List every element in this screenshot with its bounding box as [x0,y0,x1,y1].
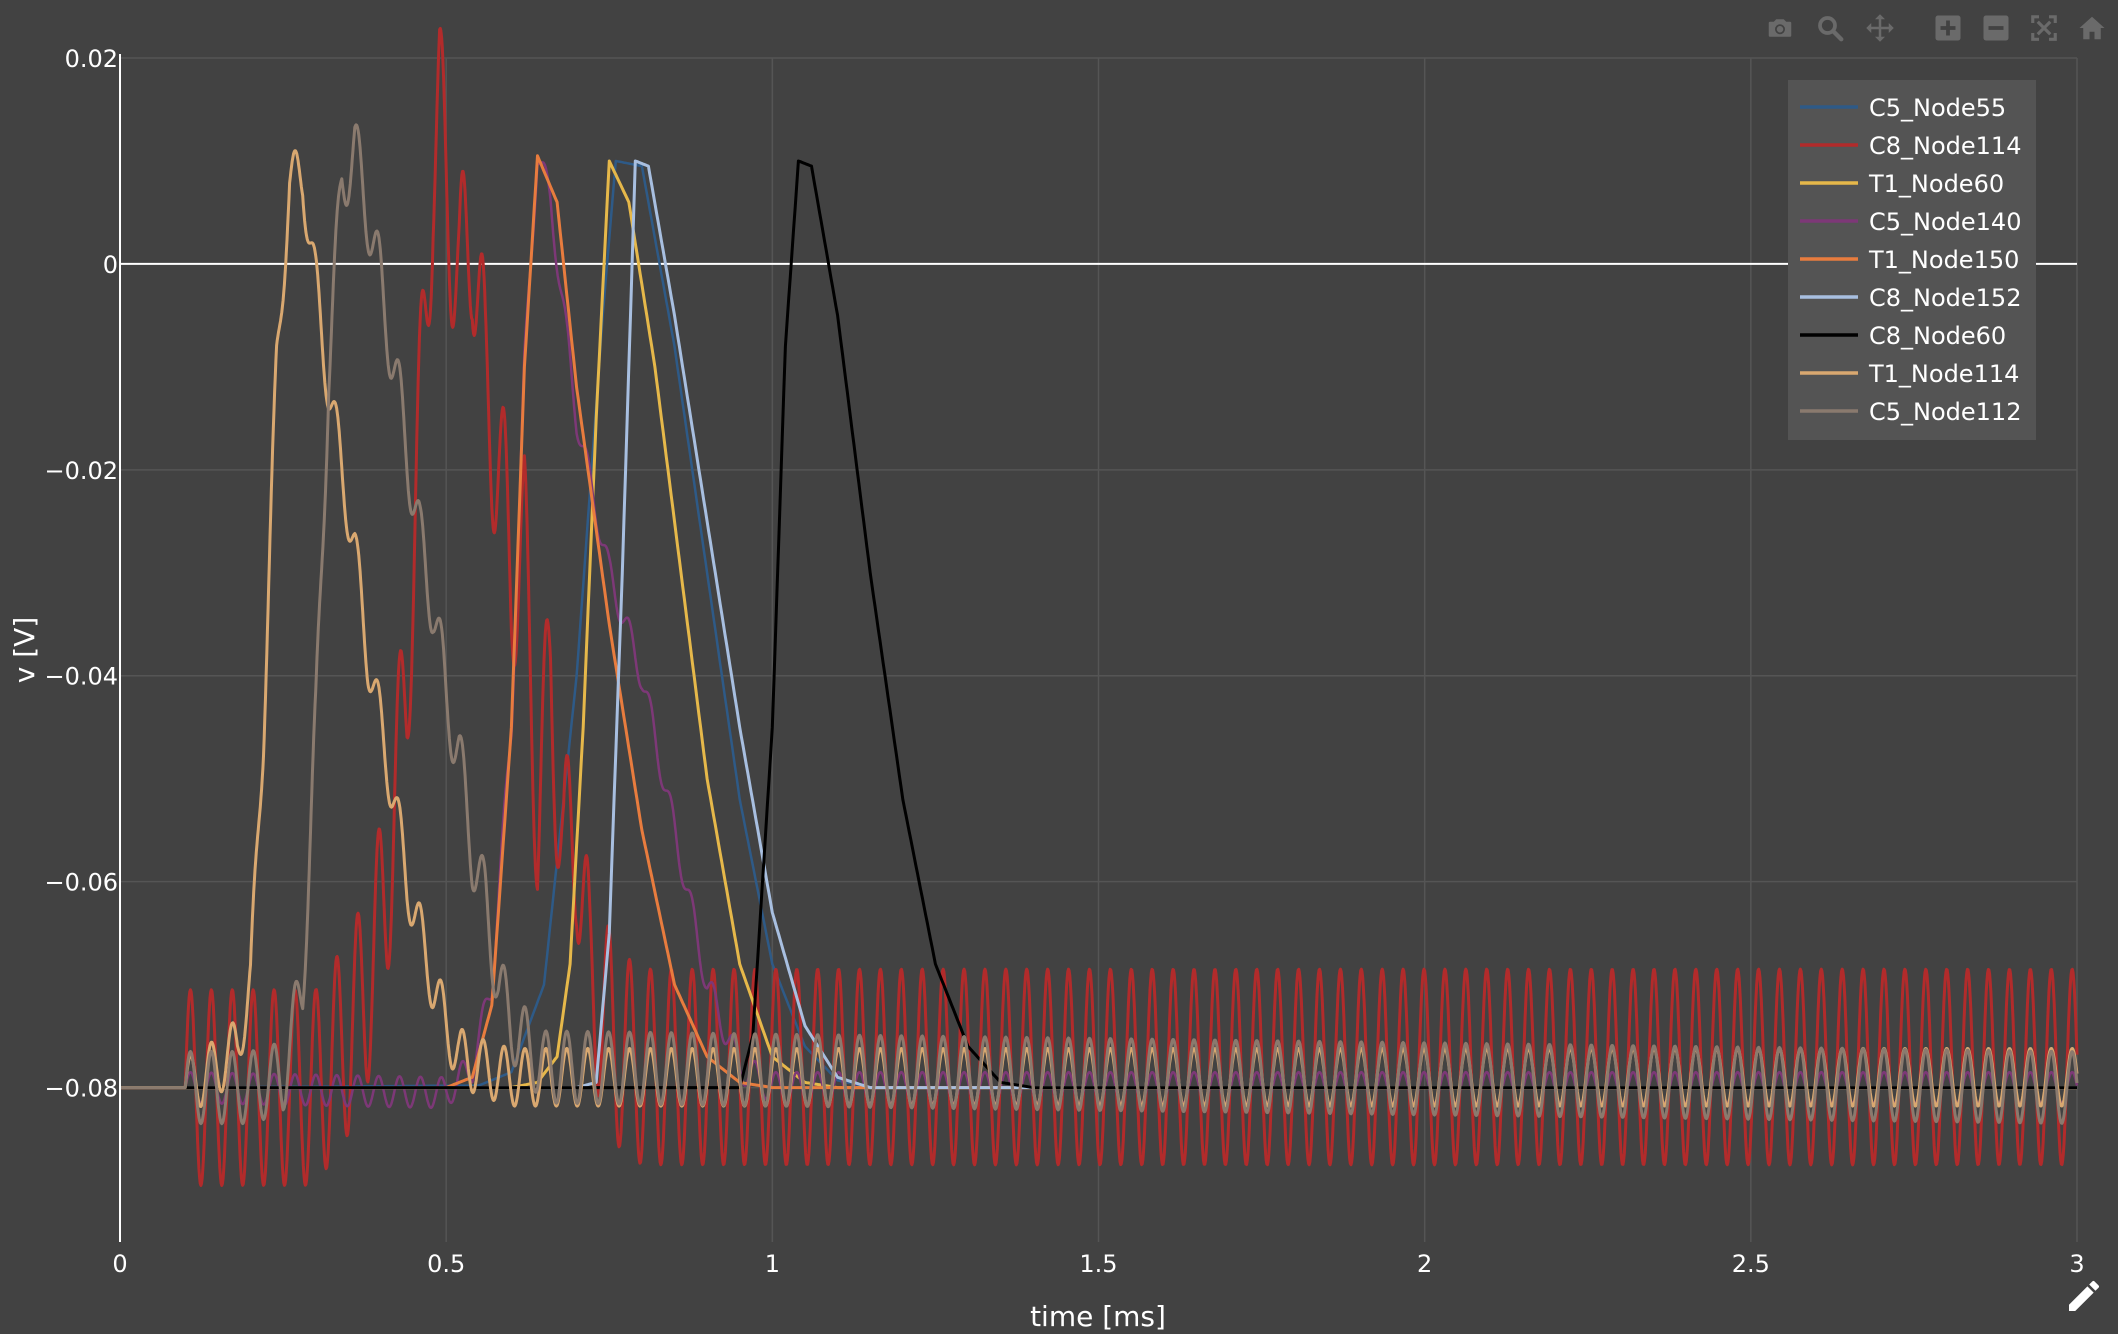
legend-item[interactable]: C5_Node140 [1800,208,2021,236]
y-tick-label: 0 [103,251,118,279]
x-tick-label: 2.5 [1732,1250,1770,1278]
y-tick-label: −0.08 [44,1075,118,1103]
zoom-out-icon[interactable] [1976,8,2016,48]
pan-icon[interactable] [1860,8,1900,48]
y-tick-label: −0.06 [44,869,118,897]
legend-item[interactable]: C8_Node60 [1800,322,2006,350]
camera-icon[interactable] [1760,8,1800,48]
legend-label: T1_Node150 [1868,246,2019,274]
legend-label: C8_Node60 [1869,322,2006,350]
legend-item[interactable]: C8_Node152 [1800,284,2021,312]
y-tick-label: −0.04 [44,663,118,691]
pencil-icon[interactable] [2064,1276,2104,1316]
legend-item[interactable]: C8_Node114 [1800,132,2021,160]
legend-label: C5_Node112 [1869,398,2021,426]
x-tick-label: 1 [765,1250,780,1278]
autoscale-icon[interactable] [2024,8,2064,48]
legend-item[interactable]: C5_Node55 [1800,94,2006,122]
x-tick-label: 2 [1417,1250,1432,1278]
x-tick-labels: 0 0.5 1 1.5 2 2.5 3 [112,1250,2084,1278]
series-line-c5-node112[interactable] [119,123,2079,1126]
series-lines [119,26,2079,1187]
y-tick-labels: 0.02 0 −0.02 −0.04 −0.06 −0.08 [44,45,118,1103]
y-tick-label: −0.02 [44,457,118,485]
reset-axes-icon[interactable] [2072,8,2112,48]
legend-label: C5_Node55 [1869,94,2006,122]
y-tick-label: 0.02 [65,45,118,73]
legend-label: T1_Node114 [1868,360,2019,388]
legend-label: C5_Node140 [1869,208,2021,236]
zoom-in-icon[interactable] [1928,8,1968,48]
legend-item[interactable]: T1_Node114 [1800,360,2019,388]
x-tick-label: 0.5 [427,1250,465,1278]
legend-item[interactable]: T1_Node150 [1800,246,2019,274]
zoom-icon[interactable] [1810,8,1850,48]
x-axis-title: time [ms] [1030,1300,1166,1333]
legend-item[interactable]: C5_Node112 [1800,398,2021,426]
x-tick-label: 0 [112,1250,127,1278]
modebar [1760,8,2112,48]
legend-label: C8_Node114 [1869,132,2021,160]
legend-label: C8_Node152 [1869,284,2021,312]
legend-label: T1_Node60 [1868,170,2004,198]
x-tick-label: 1.5 [1079,1250,1117,1278]
legend-item[interactable]: T1_Node60 [1800,170,2004,198]
y-axis-title: v [V] [8,617,41,683]
legend[interactable]: C5_Node55 C8_Node114 T1_Node60 C5_Node140 T1… [1788,80,2036,440]
series-line-c8-node114[interactable] [119,26,2079,1187]
x-tick-label: 3 [2069,1250,2084,1278]
